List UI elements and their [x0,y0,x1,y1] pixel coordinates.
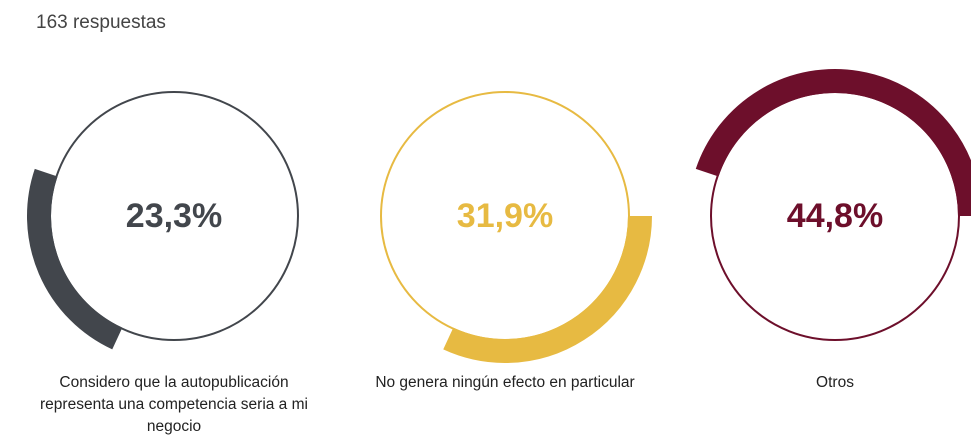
value-label: 44,8% [787,197,883,235]
value-label: 31,9% [457,197,553,235]
ring-arc [443,215,652,363]
category-label: Considero que la autopublicación represe… [40,374,308,435]
category-label: No genera ningún efecto en particular [375,374,635,391]
category-label: Otros [816,374,854,391]
ring-arc [695,69,971,217]
subtitle: 163 respuestas [36,12,166,33]
ring-arc [27,168,123,350]
value-label: 23,3% [126,197,222,235]
